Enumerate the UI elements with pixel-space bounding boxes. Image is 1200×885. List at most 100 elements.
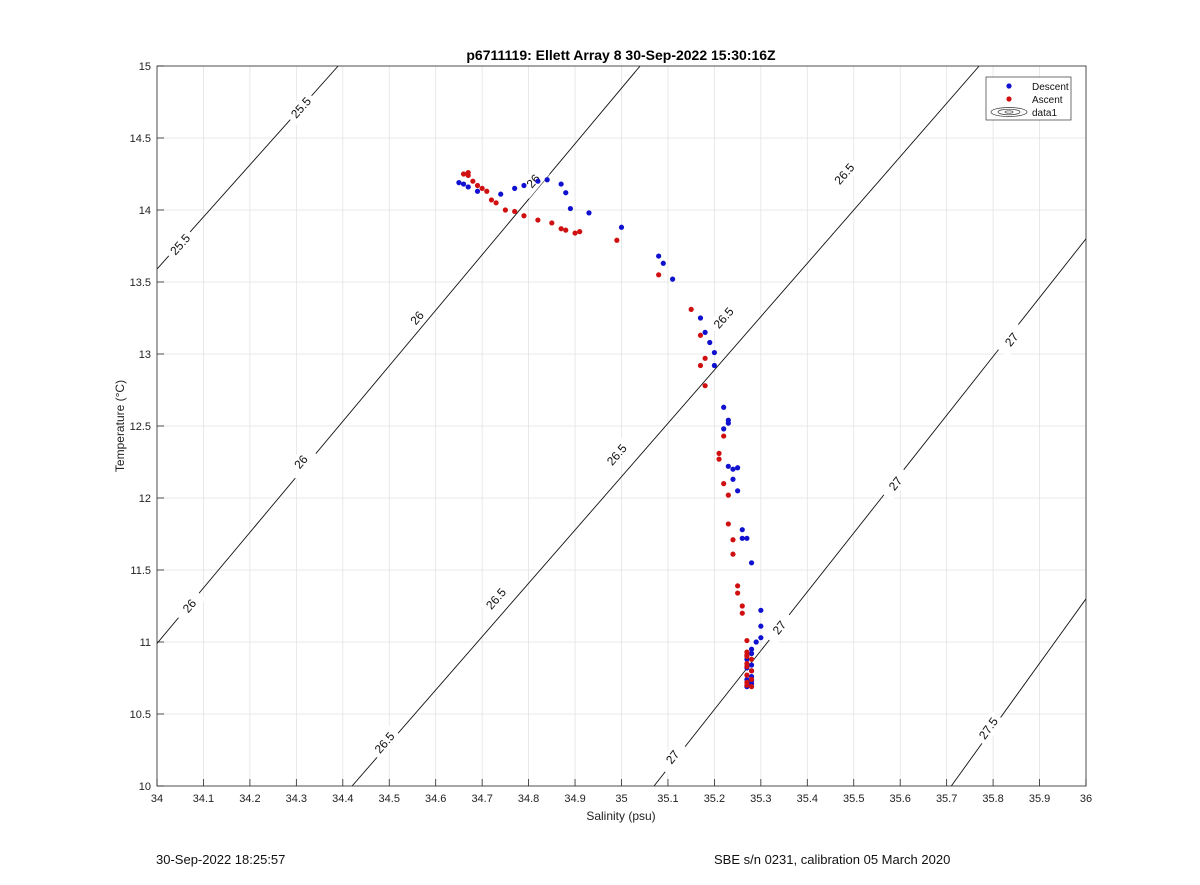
descent-point: [535, 178, 541, 184]
x-tick-label: 34.1: [193, 793, 214, 805]
descent-point: [748, 646, 755, 652]
x-tick-label: 34.4: [332, 793, 353, 805]
descent-point: [669, 276, 676, 282]
ascent-point: [748, 684, 755, 690]
x-tick-label: 34.2: [239, 793, 260, 805]
ascent-point: [656, 272, 662, 278]
footer-timestamp: 30-Sep-2022 18:25:57: [156, 852, 286, 867]
ascent-point: [563, 227, 569, 233]
ascent-point: [716, 456, 722, 462]
descent-point: [730, 466, 736, 472]
ascent-point: [744, 652, 750, 658]
contour-label-26.5: 26.5: [600, 437, 634, 473]
descent-point: [758, 623, 764, 629]
y-tick-label: 13.5: [130, 277, 151, 289]
y-tick-label: 14.5: [130, 133, 151, 145]
contour-label-bg: [707, 300, 741, 336]
descent-point: [697, 315, 704, 321]
descent-point: [744, 535, 750, 541]
legend-ascent-label: Ascent: [1032, 95, 1063, 106]
descent-point: [498, 191, 504, 197]
x-tick-label: 36: [1080, 793, 1092, 805]
y-axis-label: Temperature (°C): [113, 380, 127, 472]
ascent-point: [558, 226, 564, 232]
descent-point: [748, 662, 755, 668]
descent-point: [748, 650, 755, 657]
contour-label-bg: [656, 739, 689, 775]
contour-line-26: [157, 66, 641, 644]
y-tick-label: 11: [140, 637, 151, 649]
descent-point: [753, 639, 759, 645]
ascent-point: [744, 682, 750, 688]
contour-label-bg: [368, 725, 402, 761]
descent-point: [456, 180, 462, 186]
ascent-point: [725, 492, 731, 498]
descent-point: [735, 488, 741, 494]
x-tick-label: 34.3: [286, 793, 307, 805]
footer-calibration: SBE s/n 0231, calibration 05 March 2020: [714, 852, 951, 867]
ascent-point: [748, 668, 755, 674]
x-tick-label: 34: [151, 793, 163, 805]
descent-point: [711, 349, 718, 356]
x-tick-label: 35.5: [843, 793, 864, 805]
contour-label-bg: [972, 710, 1005, 747]
y-tick-label: 14: [139, 205, 151, 217]
contour-label-bg: [516, 163, 550, 199]
legend-contour-icon: [990, 107, 1028, 117]
chart-title: p6711119: Ellett Array 8 30-Sep-2022 15:…: [466, 47, 776, 63]
ascent-point: [614, 237, 620, 243]
descent-point: [758, 607, 764, 613]
ascent-point: [735, 583, 741, 589]
ascent-point: [470, 178, 476, 184]
ascent-point: [739, 610, 745, 616]
ascent-point: [577, 229, 583, 235]
legend-box: [985, 76, 1072, 121]
contour-line-27.5: [950, 598, 1086, 786]
contour-label-bg: [284, 444, 318, 480]
descent-point: [460, 181, 467, 187]
ascent-point: [716, 450, 722, 456]
descent-point: [544, 177, 550, 183]
contour-label-bg: [600, 437, 634, 473]
contour-label-bg: [879, 466, 912, 502]
legend-ascent-marker: [1006, 96, 1012, 102]
descent-point: [512, 185, 518, 191]
descent-point: [711, 362, 718, 369]
contour-label-26: 26: [400, 300, 434, 336]
descent-point: [735, 465, 741, 471]
descent-point: [707, 339, 713, 346]
contour-line-26.5: [351, 66, 980, 786]
ascent-point: [572, 230, 578, 236]
contour-label-27: 27: [763, 610, 796, 646]
contour-label-27: 27: [879, 466, 912, 502]
x-tick-label: 34.7: [471, 793, 492, 805]
y-tick-label: 10.5: [130, 709, 151, 721]
descent-point: [618, 224, 625, 230]
ascent-point: [725, 521, 731, 527]
x-tick-label: 35.2: [704, 793, 725, 805]
ascent-point: [484, 188, 490, 194]
ascent-point: [735, 590, 741, 596]
x-tick-label: 35.3: [750, 793, 771, 805]
y-tick-label: 13: [139, 349, 151, 361]
ascent-point: [465, 172, 471, 179]
x-tick-label: 34.8: [518, 793, 539, 805]
ascent-point: [744, 663, 750, 670]
descent-point: [739, 527, 745, 533]
descent-point: [558, 181, 564, 187]
descent-point: [739, 535, 745, 541]
contour-label-bg: [479, 581, 513, 617]
ascent-point: [512, 208, 518, 215]
ascent-point: [721, 481, 727, 487]
ascent-point: [744, 637, 750, 644]
ascent-point: [748, 676, 755, 683]
descent-point: [721, 426, 727, 432]
ascent-point: [549, 220, 555, 226]
ascent-point: [744, 672, 750, 678]
descent-point: [567, 205, 574, 212]
ascent-point: [535, 217, 541, 223]
y-tick-label: 15: [139, 61, 151, 73]
descent-point: [465, 184, 471, 190]
descent-point: [660, 260, 666, 266]
contour-label-bg: [284, 90, 318, 126]
